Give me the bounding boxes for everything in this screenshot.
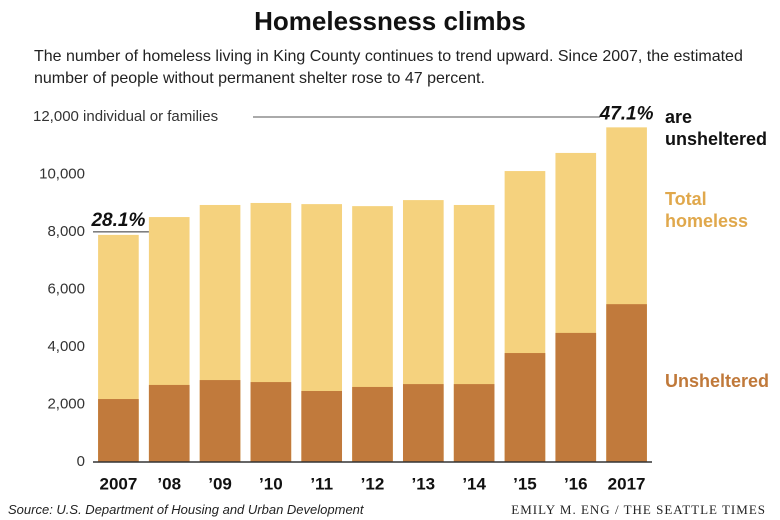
- x-tick-label: 2017: [608, 474, 646, 493]
- legend-label: Total homeless: [665, 189, 749, 231]
- bar: [555, 332, 597, 462]
- chart-subtitle: The number of homeless living in King Co…: [34, 48, 743, 87]
- y-tick-label: 4,000: [47, 338, 85, 355]
- y-tick-label: 6,000: [47, 280, 85, 297]
- x-tick-label: ’13: [411, 474, 435, 493]
- bar: [148, 384, 190, 462]
- y-tick-label: 2,000: [47, 395, 85, 412]
- source: Source: U.S. Department of Housing and U…: [8, 502, 364, 517]
- bar: [250, 382, 292, 462]
- credit: EMILY M. ENG / THE SEATTLE TIMES: [511, 502, 766, 517]
- x-tick-label: ’14: [462, 474, 486, 493]
- chart-title: Homelessness climbs: [254, 6, 526, 36]
- bar: [352, 386, 393, 462]
- x-tick-label: ’16: [564, 474, 588, 493]
- y-tick-label: 12,000 individual or families: [33, 108, 218, 125]
- y-tick-label: 0: [77, 453, 85, 470]
- legend-label: Unsheltered: [665, 371, 770, 391]
- y-tick-label: 10,000: [39, 165, 85, 182]
- bar: [453, 384, 495, 462]
- bar: [301, 390, 343, 462]
- bar: [98, 399, 139, 462]
- x-tick-label: ’09: [208, 474, 232, 493]
- annotation: 28.1%: [90, 210, 145, 231]
- bar: [504, 353, 546, 462]
- x-tick-label: ’15: [513, 474, 537, 493]
- x-tick-label: ’08: [157, 474, 181, 493]
- bar: [402, 384, 444, 462]
- x-tick-label: ’12: [361, 474, 385, 493]
- annotation: 47.1%: [599, 103, 654, 124]
- bar: [199, 380, 241, 462]
- x-tick-label: ’10: [259, 474, 283, 493]
- x-tick-label: ’11: [310, 474, 333, 493]
- x-tick-label: 2007: [99, 474, 137, 493]
- y-tick-label: 8,000: [47, 223, 85, 240]
- bar: [606, 304, 647, 462]
- annotation: are unsheltered: [665, 107, 768, 149]
